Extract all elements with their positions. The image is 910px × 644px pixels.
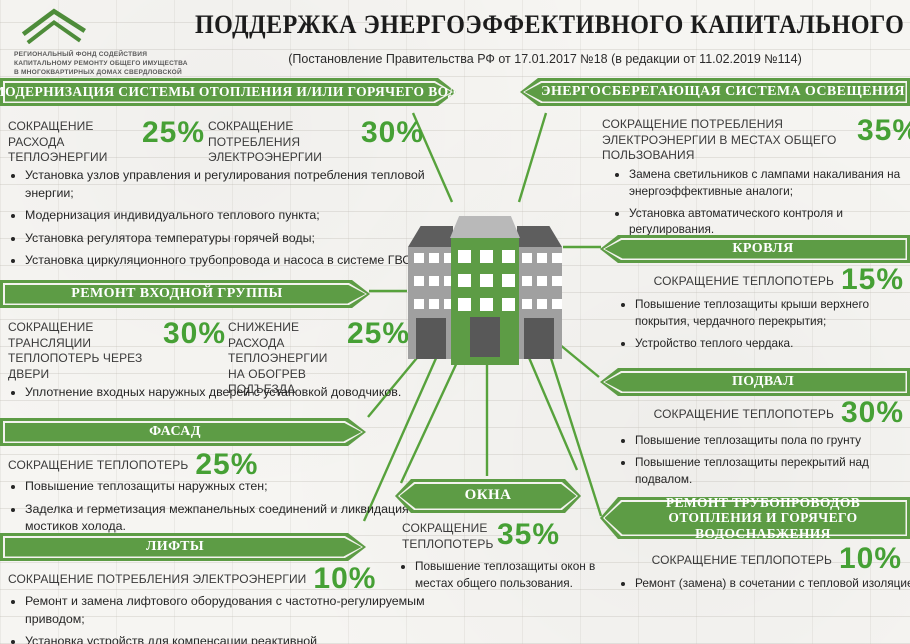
building-graphic xyxy=(405,205,570,367)
section-title-heating: МОДЕРНИЗАЦИЯ СИСТЕМЫ ОТОПЛЕНИЯ И/ИЛИ ГОР… xyxy=(0,84,564,100)
bullet-item: Установка автоматического контроля и рег… xyxy=(629,205,910,239)
stat-pipes: СОКРАЩЕНИЕ ТЕПЛОПОТЕРЬ 10% xyxy=(651,542,902,575)
stat-basement: СОКРАЩЕНИЕ ТЕПЛОПОТЕРЬ 30% xyxy=(653,396,904,429)
section-title-facade: ФАСАД xyxy=(149,423,201,439)
stat-elevators: СОКРАЩЕНИЕ ПОТРЕБЛЕНИЯ ЭЛЕКТРОЭНЕРГИИ 10… xyxy=(8,562,377,595)
center-tower-door xyxy=(470,317,500,357)
bullet-item: Повышение теплозащиты окон в местах обще… xyxy=(415,558,601,592)
section-banner-heating: МОДЕРНИЗАЦИЯ СИСТЕМЫ ОТОПЛЕНИЯ И/ИЛИ ГОР… xyxy=(0,78,456,106)
bullet-item: Устройство теплого чердака. xyxy=(635,335,910,352)
stat-label: СОКРАЩЕНИЕ ПОТРЕБЛЕНИЯ ЭЛЕКТРОЭНЕРГИИ xyxy=(8,572,307,586)
building-right-wing xyxy=(516,247,562,359)
bullet-list-entrance: Уплотнение входных наружных дверей с уст… xyxy=(8,384,465,407)
bullet-item: Замена светильников с лампами накаливани… xyxy=(629,166,910,200)
section-banner-lighting: ЭНЕРГОСБЕРЕГАЮЩАЯ СИСТЕМА ОСВЕЩЕНИЯ xyxy=(520,78,910,106)
stat-value: 25% xyxy=(347,317,411,350)
center-tower-windows xyxy=(458,250,515,311)
stat-value: 25% xyxy=(142,116,206,149)
bullet-list-lighting: Замена светильников с лампами накаливани… xyxy=(612,166,910,243)
bullet-item: Ремонт (замена) в сочетании с тепловой и… xyxy=(635,575,910,592)
bullet-list-facade: Повышение теплозащиты наружных стен; Зад… xyxy=(8,478,445,541)
section-title-elevators: ЛИФТЫ xyxy=(145,538,205,554)
stat-label: СОКРАЩЕНИЕ ТЕПЛОПОТЕРЬ xyxy=(653,407,834,421)
bullet-item: Модернизация индивидуального теплового п… xyxy=(25,207,443,225)
page-subtitle: (Постановление Правительства РФ от 17.01… xyxy=(288,52,802,66)
bullet-list-pipes: Ремонт (замена) в сочетании с тепловой и… xyxy=(618,575,910,597)
stat-value: 30% xyxy=(361,116,425,149)
stat-roof: СОКРАЩЕНИЕ ТЕПЛОПОТЕРЬ 15% xyxy=(653,263,904,296)
stat-facade: СОКРАЩЕНИЕ ТЕПЛОПОТЕРЬ 25% xyxy=(8,448,259,481)
stat-label: СОКРАЩЕНИЕ ТЕПЛОПОТЕРЬ xyxy=(402,521,494,551)
section-title-pipes: РЕМОНТ ТРУБОПРОВОДОВ ОТОПЛЕНИЯ И ГОРЯЧЕГ… xyxy=(665,494,861,541)
stat-value: 30% xyxy=(163,317,227,350)
fund-logo: Региональный фонд содействия капитальном… xyxy=(14,8,192,87)
bullet-item: Повышение теплозащиты пола по грунту xyxy=(635,432,910,449)
bullet-item: Повышение теплозащиты наружных стен; xyxy=(25,478,445,496)
stat-value: 10% xyxy=(313,562,377,595)
stat-label: СОКРАЩЕНИЕ ПОТРЕБЛЕНИЯ ЭЛЕКТРОЭНЕРГИИ В … xyxy=(602,117,837,163)
building-right-roof xyxy=(517,226,562,247)
right-wing-windows xyxy=(522,253,562,309)
section-banner-facade: ФАСАД xyxy=(0,418,366,446)
section-title-roof: КРОВЛЯ xyxy=(732,240,794,256)
stat-heating-heat: СОКРАЩЕНИЕ РАСХОДА ТЕПЛОЭНЕРГИИ 25% xyxy=(8,116,206,166)
stat-lighting: СОКРАЩЕНИЕ ПОТРЕБЛЕНИЯ ЭЛЕКТРОЭНЕРГИИ В … xyxy=(602,114,910,164)
bullet-item: Повышение теплозащиты крыши верхнего пок… xyxy=(635,296,910,330)
building-left-roof xyxy=(408,226,453,247)
stat-label: СНИЖЕНИЕ РАСХОДА ТЕПЛОЭНЕРГИИ НА ОБОГРЕВ… xyxy=(228,320,328,397)
bullet-item: Установка узлов управления и регулирован… xyxy=(25,167,443,202)
building-left-wing xyxy=(408,247,454,359)
section-banner-windows: ОКНА xyxy=(395,479,581,513)
stat-entrance-doors: СОКРАЩЕНИЕ ТРАНСЛЯЦИИ ТЕПЛОПОТЕРЬ ЧЕРЕЗ … xyxy=(8,317,227,382)
section-title-entrance: РЕМОНТ ВХОДНОЙ ГРУППЫ xyxy=(71,285,283,301)
stat-label: СОКРАЩЕНИЕ ТРАНСЛЯЦИИ ТЕПЛОПОТЕРЬ ЧЕРЕЗ … xyxy=(8,320,143,381)
section-banner-pipes: РЕМОНТ ТРУБОПРОВОДОВ ОТОПЛЕНИЯ И ГОРЯЧЕГ… xyxy=(600,497,910,539)
bullet-list-heating: Установка узлов управления и регулирован… xyxy=(8,167,443,275)
bullet-list-roof: Повышение теплозащиты крыши верхнего пок… xyxy=(618,296,910,356)
section-banner-elevators: ЛИФТЫ xyxy=(0,533,366,561)
stat-label: СОКРАЩЕНИЕ ТЕПЛОПОТЕРЬ xyxy=(651,553,832,567)
bullet-item: Повышение теплозащиты перекрытий над под… xyxy=(635,454,910,488)
stat-windows: СОКРАЩЕНИЕ ТЕПЛОПОТЕРЬ 35% xyxy=(402,518,561,552)
stat-value: 10% xyxy=(838,542,902,575)
stat-value: 30% xyxy=(840,396,904,429)
stat-value: 35% xyxy=(857,114,910,147)
stat-value: 35% xyxy=(497,518,561,551)
bullet-item: Ремонт и замена лифтового оборудования с… xyxy=(25,593,445,628)
bullet-item: Уплотнение входных наружных дверей с уст… xyxy=(25,384,465,402)
bullet-list-basement: Повышение теплозащиты пола по грунту Пов… xyxy=(618,432,910,492)
page-title: ПОДДЕРЖКА ЭНЕРГОЭФФЕКТИВНОГО КАПИТАЛЬНОГ… xyxy=(195,10,910,40)
stat-label: СОКРАЩЕНИЕ ТЕПЛОПОТЕРЬ xyxy=(8,458,189,472)
section-banner-basement: ПОДВАЛ xyxy=(600,368,910,396)
left-wing-door xyxy=(416,318,446,359)
bullet-item: Установка регулятора температуры горячей… xyxy=(25,230,443,248)
stat-label: СОКРАЩЕНИЕ ПОТРЕБЛЕНИЯ ЭЛЕКТРОЭНЕРГИИ xyxy=(208,119,322,165)
section-banner-roof: КРОВЛЯ xyxy=(600,235,910,263)
bullet-item: Заделка и герметизация межпанельных соед… xyxy=(25,501,445,536)
section-title-windows: ОКНА xyxy=(464,487,512,504)
bullet-item: Установка циркуляционного трубопровода и… xyxy=(25,252,443,270)
left-wing-windows xyxy=(414,253,454,309)
section-banner-entrance: РЕМОНТ ВХОДНОЙ ГРУППЫ xyxy=(0,280,370,308)
stat-label: СОКРАЩЕНИЕ ТЕПЛОПОТЕРЬ xyxy=(653,274,834,288)
bullet-item: Установка устройств для компенсации реак… xyxy=(25,633,445,644)
stat-entrance-porch: СНИЖЕНИЕ РАСХОДА ТЕПЛОЭНЕРГИИ НА ОБОГРЕВ… xyxy=(228,317,411,398)
stat-value: 15% xyxy=(840,263,904,296)
bullet-list-elevators: Ремонт и замена лифтового оборудования с… xyxy=(8,593,445,644)
building-center-tower xyxy=(451,238,519,365)
building-center-roof xyxy=(450,216,520,238)
stat-label: СОКРАЩЕНИЕ РАСХОДА ТЕПЛОЭНЕРГИИ xyxy=(8,119,108,165)
stat-value: 25% xyxy=(195,448,259,481)
fund-logo-icon xyxy=(21,8,86,45)
right-wing-door xyxy=(524,318,554,359)
stat-heating-electric: СОКРАЩЕНИЕ ПОТРЕБЛЕНИЯ ЭЛЕКТРОЭНЕРГИИ 30… xyxy=(208,116,425,166)
bullet-list-windows: Повышение теплозащиты окон в местах обще… xyxy=(398,558,601,597)
section-title-basement: ПОДВАЛ xyxy=(731,373,795,389)
section-title-lighting: ЭНЕРГОСБЕРЕГАЮЩАЯ СИСТЕМА ОСВЕЩЕНИЯ xyxy=(541,83,905,99)
